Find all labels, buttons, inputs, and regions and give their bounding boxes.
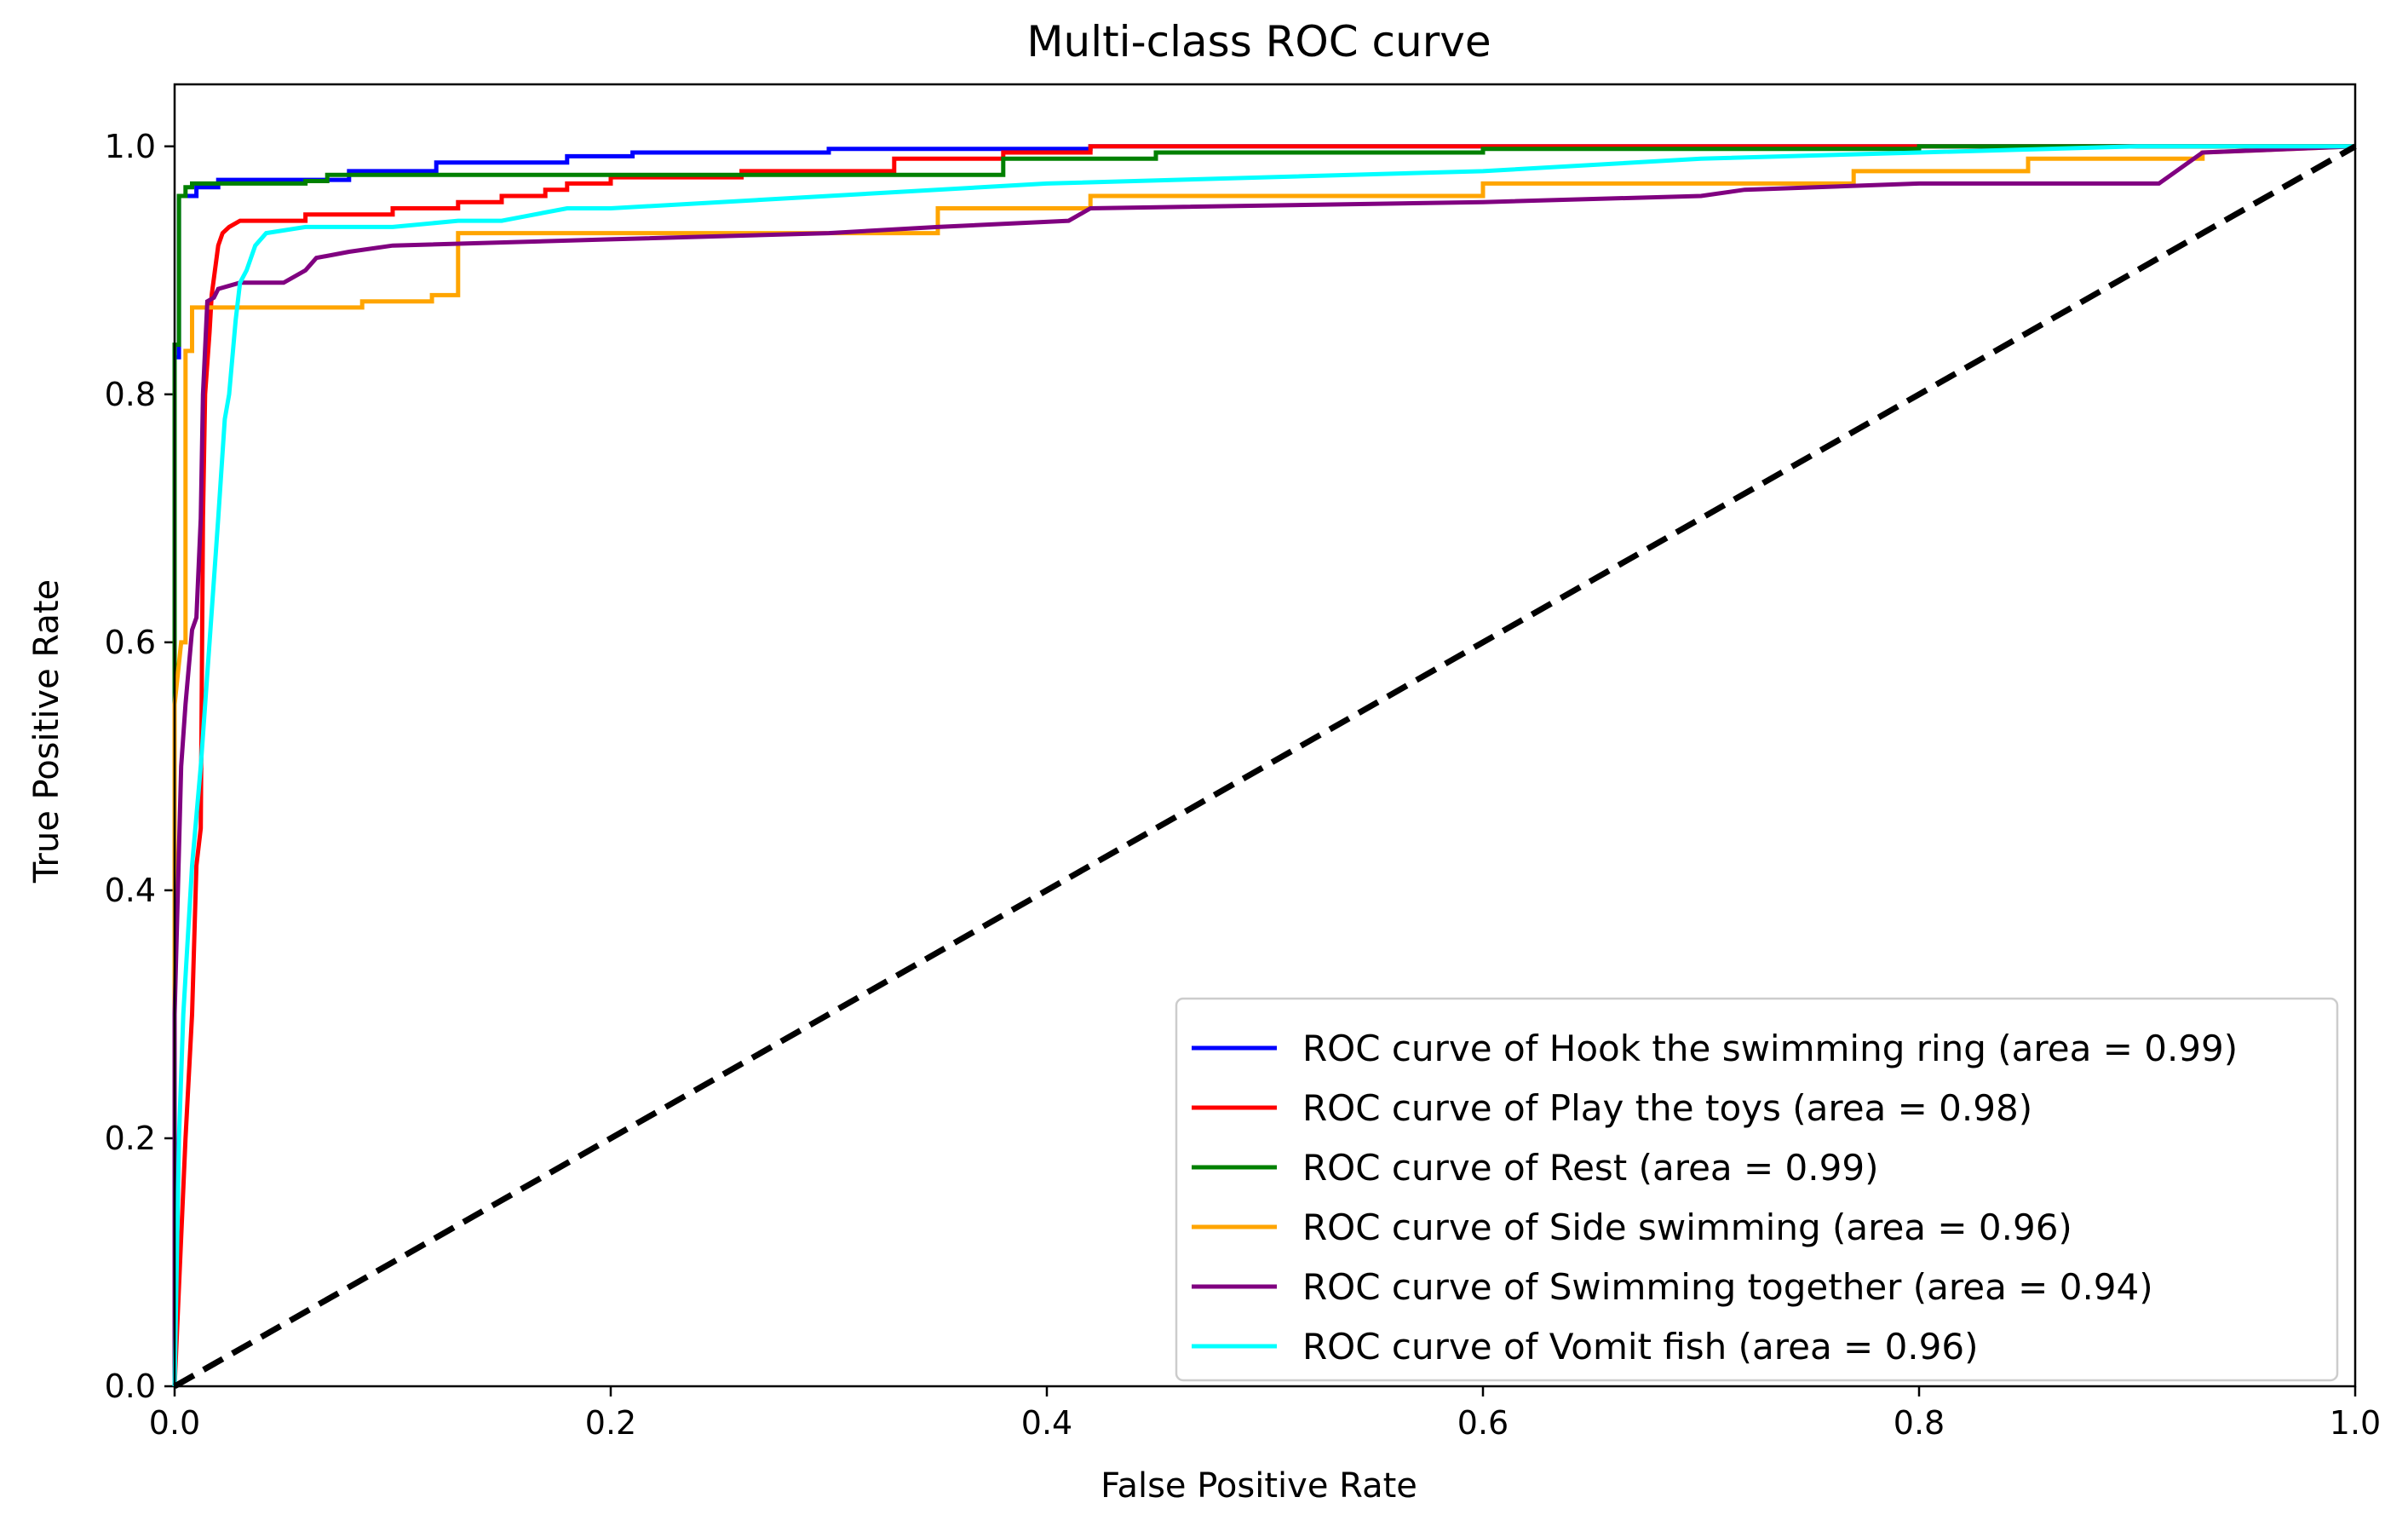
plot-frame	[173, 83, 2357, 1388]
x-tick-label: 0.6	[1457, 1404, 1509, 1442]
legend-label: ROC curve of Rest (area = 0.99)	[1302, 1147, 1878, 1189]
y-tick-label: 1.0	[105, 128, 156, 165]
x-axis-title: False Positive Rate	[1101, 1466, 1417, 1506]
series-line-4	[172, 144, 2356, 1386]
x-tick-label: 0.2	[585, 1404, 636, 1442]
x-axis: 0.0 0.2 0.4 0.6 0.8 1.0	[149, 1386, 2381, 1442]
plot-series	[172, 143, 2357, 1390]
series-line-2	[172, 144, 2355, 1386]
x-tick-label: 0.4	[1021, 1404, 1072, 1442]
y-axis: 0.0 0.2 0.4 0.6 0.8 1.0	[105, 128, 175, 1405]
y-tick-label: 0.8	[105, 376, 156, 413]
legend-label: ROC curve of Side swimming (area = 0.96)	[1302, 1206, 2072, 1248]
chart-title: Multi-class ROC curve	[1026, 17, 1491, 66]
x-tick-label: 0.8	[1894, 1404, 1945, 1442]
legend-label: ROC curve of Hook the swimming ring (are…	[1302, 1028, 2238, 1069]
y-tick-label: 0.4	[105, 872, 156, 909]
y-tick-label: 0.0	[105, 1368, 156, 1405]
series-line-0	[172, 144, 2355, 1386]
series-line-5	[172, 144, 2355, 1387]
chance-diagonal-line	[173, 143, 2357, 1390]
y-tick-label: 0.6	[105, 624, 156, 661]
series-line-3	[172, 144, 2356, 1386]
legend-box	[1175, 997, 2339, 1382]
y-tick-label: 0.2	[105, 1120, 156, 1157]
legend-label: ROC curve of Play the toys (area = 0.98)	[1302, 1087, 2032, 1129]
legend-label: ROC curve of Vomit fish (area = 0.96)	[1302, 1326, 1979, 1368]
legend-label: ROC curve of Swimming together (area = 0…	[1302, 1266, 2153, 1308]
x-tick-label: 1.0	[2330, 1404, 2381, 1442]
y-axis-title: True Positive Rate	[27, 579, 66, 884]
legend: ROC curve of Hook the swimming ring (are…	[1175, 997, 2339, 1382]
x-tick-label: 0.0	[149, 1404, 200, 1442]
